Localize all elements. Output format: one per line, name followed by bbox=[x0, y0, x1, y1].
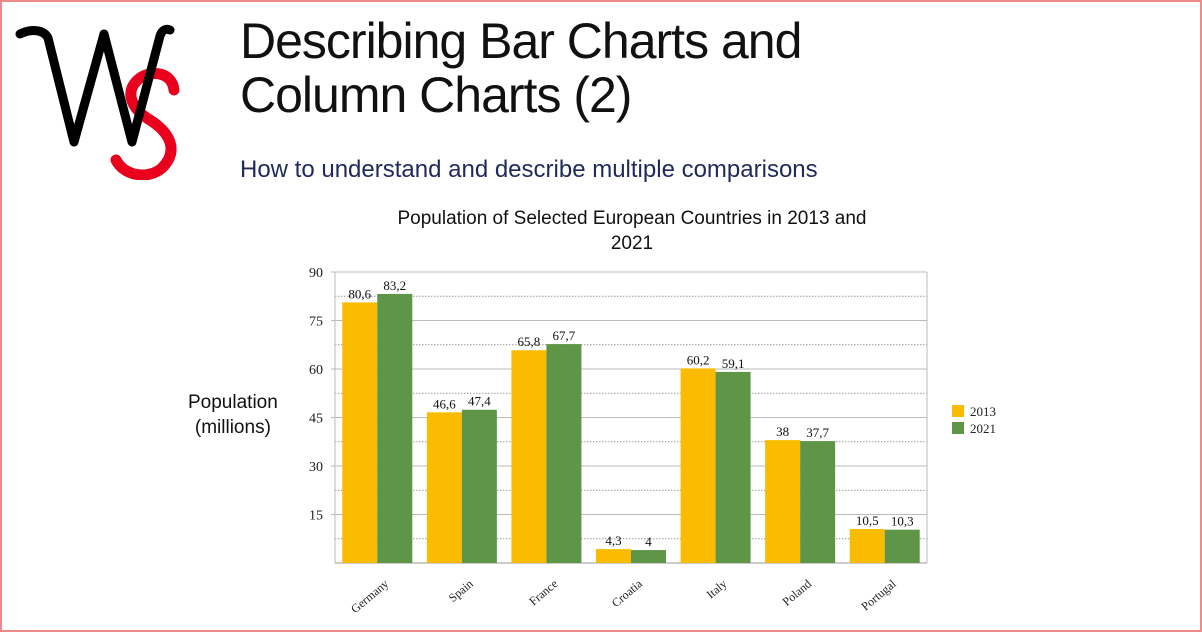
bar-2013-portugal bbox=[849, 529, 885, 563]
y-tick-label: 75 bbox=[309, 315, 323, 330]
legend-label: 2021 bbox=[970, 421, 996, 436]
legend-swatch-2013 bbox=[952, 405, 964, 417]
ws-logo bbox=[15, 24, 180, 180]
y-tick-label: 15 bbox=[309, 509, 323, 524]
y-label-line-2: (millions) bbox=[194, 417, 271, 438]
data-label: 80,6 bbox=[348, 286, 371, 301]
chart-title-line-1: Population of Selected European Countrie… bbox=[397, 208, 867, 229]
y-tick-label: 30 bbox=[309, 460, 323, 475]
data-label: 37,7 bbox=[806, 425, 829, 440]
x-tick-label: France bbox=[526, 577, 560, 609]
bar-2013-italy bbox=[680, 368, 716, 563]
bar-2021-spain bbox=[461, 409, 497, 563]
x-tick-label: Italy bbox=[704, 577, 730, 602]
bar-2013-spain bbox=[426, 412, 462, 563]
data-label: 10,5 bbox=[856, 513, 879, 528]
bar-2021-italy bbox=[715, 371, 751, 563]
bar-2013-poland bbox=[765, 440, 801, 563]
data-label: 38 bbox=[776, 424, 789, 439]
x-tick-label: Poland bbox=[780, 577, 815, 609]
y-tick-label: 90 bbox=[309, 266, 323, 281]
data-label: 47,4 bbox=[468, 394, 491, 409]
chart-title-line-2: 2021 bbox=[610, 233, 654, 254]
data-label: 60,2 bbox=[687, 352, 710, 367]
y-tick-label: 45 bbox=[309, 412, 323, 427]
data-label: 67,7 bbox=[553, 328, 576, 343]
title-line-1: Describing Bar Charts and bbox=[240, 13, 802, 69]
x-tick-label: Germany bbox=[348, 577, 391, 616]
y-axis-label: Population (millions) bbox=[188, 390, 278, 440]
bar-2021-france bbox=[546, 344, 582, 563]
bar-2021-germany bbox=[377, 293, 413, 563]
y-label-line-1: Population bbox=[188, 392, 278, 413]
x-tick-label: Portugal bbox=[858, 576, 899, 613]
data-label: 10,3 bbox=[891, 514, 914, 529]
bar-2013-germany bbox=[342, 302, 378, 563]
logo-w-shape bbox=[15, 24, 175, 147]
title-line-2: Column Charts (2) bbox=[240, 67, 632, 123]
x-tick-label: Spain bbox=[446, 577, 476, 605]
chart-title: Population of Selected European Countrie… bbox=[332, 206, 932, 256]
bar-2013-france bbox=[511, 350, 547, 563]
y-tick-label: 60 bbox=[309, 363, 323, 378]
bar-2021-poland bbox=[800, 441, 836, 563]
data-label: 59,1 bbox=[722, 356, 745, 371]
x-tick-label: Croatia bbox=[609, 576, 646, 610]
legend-label: 2013 bbox=[970, 404, 996, 419]
data-label: 46,6 bbox=[433, 396, 456, 411]
page-subtitle: How to understand and describe multiple … bbox=[240, 156, 818, 183]
bar-2021-croatia bbox=[631, 550, 666, 563]
data-label: 4,3 bbox=[605, 533, 621, 548]
data-label: 4 bbox=[645, 534, 652, 549]
page-title: Describing Bar Charts and Column Charts … bbox=[240, 13, 802, 123]
bar-2021-portugal bbox=[884, 529, 920, 563]
data-label: 83,2 bbox=[383, 278, 406, 293]
bar-2013-croatia bbox=[596, 549, 631, 563]
data-label: 65,8 bbox=[518, 334, 541, 349]
legend-swatch-2021 bbox=[952, 422, 964, 434]
